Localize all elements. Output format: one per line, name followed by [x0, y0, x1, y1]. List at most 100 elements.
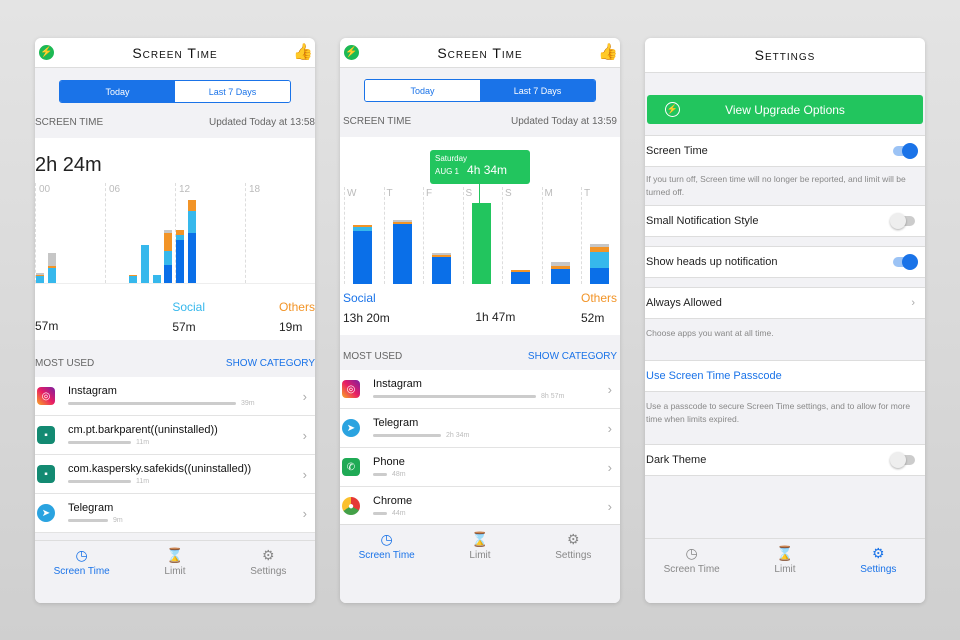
day-bar[interactable]: [590, 244, 609, 284]
setting-label: Show heads up notification: [646, 256, 778, 268]
hourly-chart[interactable]: 00 06 12 18: [35, 183, 315, 290]
legend-value: 13h 20m: [343, 311, 390, 325]
gear-icon: ⚙: [872, 545, 885, 561]
small-notification-setting: Small Notification Style: [645, 205, 925, 237]
legend-value: 19m: [278, 320, 303, 334]
gridline: [581, 187, 582, 284]
updated-text: Updated Today at 13:59: [510, 116, 617, 127]
show-category-link[interactable]: SHOW CATEGORY: [527, 351, 617, 362]
list-item[interactable]: ● Chrome 44m ›: [340, 487, 620, 526]
list-item[interactable]: ◎ Instagram 8h 57m ›: [340, 370, 620, 409]
bar-segment-dark: [176, 239, 185, 283]
tab-settings[interactable]: ⚙ Settings: [222, 541, 315, 603]
list-item[interactable]: ◎ Instagram 39m ›: [35, 377, 315, 416]
tab-limit[interactable]: ⌛ Limit: [738, 539, 831, 603]
phone-icon: ✆: [342, 458, 360, 476]
list-item[interactable]: ▪ com.kaspersky.safekids((uninstalled)) 11…: [35, 455, 315, 494]
gridline: [35, 183, 36, 283]
phone-settings: Settings ⚡ View Upgrade Options Screen T…: [645, 38, 925, 603]
hour-bar[interactable]: [36, 273, 44, 283]
usage-bar: 11m: [68, 439, 218, 446]
chevron-right-icon: ›: [607, 498, 612, 514]
day-bar[interactable]: [550, 261, 570, 284]
list-item[interactable]: ➤ Telegram 2h 34m ›: [340, 409, 620, 448]
tab-last-7-days[interactable]: Last 7 Days: [480, 80, 595, 101]
tab-last-7-days[interactable]: Last 7 Days: [175, 81, 290, 102]
tab-settings[interactable]: ⚙ Settings: [832, 539, 925, 603]
hour-bar[interactable]: [47, 253, 56, 283]
gear-icon: ⚙: [262, 547, 275, 563]
instagram-icon: ◎: [342, 380, 360, 398]
period-toggle: Today Last 7 Days: [364, 79, 596, 102]
app-info: Instagram 39m: [68, 385, 255, 407]
chevron-right-icon: ›: [302, 466, 307, 482]
day-bar[interactable]: [353, 225, 372, 284]
tab-settings[interactable]: ⚙ Settings: [527, 525, 620, 603]
total-value: 2h 24m: [35, 154, 102, 176]
thumbs-up-icon[interactable]: 👍: [293, 44, 313, 61]
bar-segment-orange: [129, 274, 138, 277]
tab-screen-time[interactable]: ◷ Screen Time: [35, 541, 128, 603]
day-bar[interactable]: [511, 269, 530, 284]
instagram-icon: ◎: [37, 387, 55, 405]
tab-bar: ◷ Screen Time ⌛ Limit ⚙ Settings: [35, 540, 315, 603]
tab-today[interactable]: Today: [60, 81, 175, 102]
weekly-chart[interactable]: Saturday AUG 1 4h 34m W T F S S M T: [340, 137, 620, 287]
show-category-link[interactable]: SHOW CATEGORY: [225, 358, 315, 369]
day-bar[interactable]: [392, 219, 412, 284]
bar-segment-dark: [550, 268, 570, 284]
passcode-row[interactable]: Use Screen Time Passcode: [645, 360, 925, 392]
hour-bar[interactable]: [129, 274, 138, 283]
bolt-icon[interactable]: ⚡: [39, 45, 54, 60]
screen-time-toggle[interactable]: [893, 143, 918, 159]
bar-segment-light: [353, 227, 372, 231]
small-notification-toggle[interactable]: [890, 213, 915, 229]
list-item[interactable]: ▪ cm.pt.barkparent((uninstalled)) 11m ›: [35, 416, 315, 455]
list-item[interactable]: ➤ Telegram 9m ›: [35, 494, 315, 533]
tooltip-date: AUG 1: [435, 167, 460, 176]
bar-segment-gray: [36, 273, 44, 275]
hour-bar[interactable]: [187, 199, 196, 283]
tooltip-line: [479, 184, 480, 204]
app-name: Telegram: [373, 417, 419, 429]
tab-screen-time[interactable]: ◷ Screen Time: [645, 539, 738, 603]
bar-segment-light: [129, 276, 138, 283]
clock-icon: ◷: [380, 531, 393, 547]
bar-segment-dark: [187, 233, 196, 283]
hour-bar[interactable]: [152, 274, 161, 283]
page-title: Settings: [754, 47, 816, 63]
usage-time: 11m: [136, 439, 150, 446]
tab-screen-time[interactable]: ◷ Screen Time: [340, 525, 433, 603]
tooltip-value: 4h 34m: [467, 163, 508, 177]
gear-icon: ⚙: [567, 531, 580, 547]
tab-limit[interactable]: ⌛ Limit: [433, 525, 526, 603]
tab-label: Limit: [164, 566, 186, 577]
upgrade-button[interactable]: ⚡ View Upgrade Options: [647, 95, 923, 124]
thumbs-up-icon[interactable]: 👍: [598, 44, 618, 61]
android-icon: ▪: [37, 426, 55, 444]
tab-limit[interactable]: ⌛ Limit: [128, 541, 221, 603]
bar-segment-light: [47, 268, 56, 283]
hour-bar[interactable]: [164, 229, 173, 283]
dark-theme-toggle[interactable]: [890, 452, 915, 468]
bolt-icon[interactable]: ⚡: [344, 45, 359, 60]
legend-total: 57m: [35, 300, 58, 340]
day-bar[interactable]: [471, 203, 491, 284]
heads-up-toggle[interactable]: [893, 254, 918, 270]
hour-bar[interactable]: [141, 244, 150, 283]
bar-segment-dark: [353, 230, 372, 284]
phone-week: ⚡ Screen Time 👍 Today Last 7 Days SCREEN…: [340, 38, 620, 603]
usage-time: 39m: [241, 400, 255, 407]
hourglass-icon: ⌛: [166, 547, 184, 563]
hour-bar[interactable]: [176, 229, 185, 283]
section-header: SCREEN TIME Updated Today at 13:58: [35, 113, 315, 138]
list-item[interactable]: ✆ Phone 48m ›: [340, 448, 620, 487]
bar-segment-selected: [471, 203, 491, 284]
always-allowed-row[interactable]: Always Allowed ›: [645, 287, 925, 319]
tab-today[interactable]: Today: [365, 80, 480, 101]
setting-note: Choose apps you want at all time.: [646, 328, 774, 338]
bar-segment-gray: [47, 253, 56, 267]
day-bar[interactable]: [432, 252, 451, 284]
page-title: Screen Time: [437, 44, 523, 61]
bar-segment-orange: [432, 255, 451, 258]
